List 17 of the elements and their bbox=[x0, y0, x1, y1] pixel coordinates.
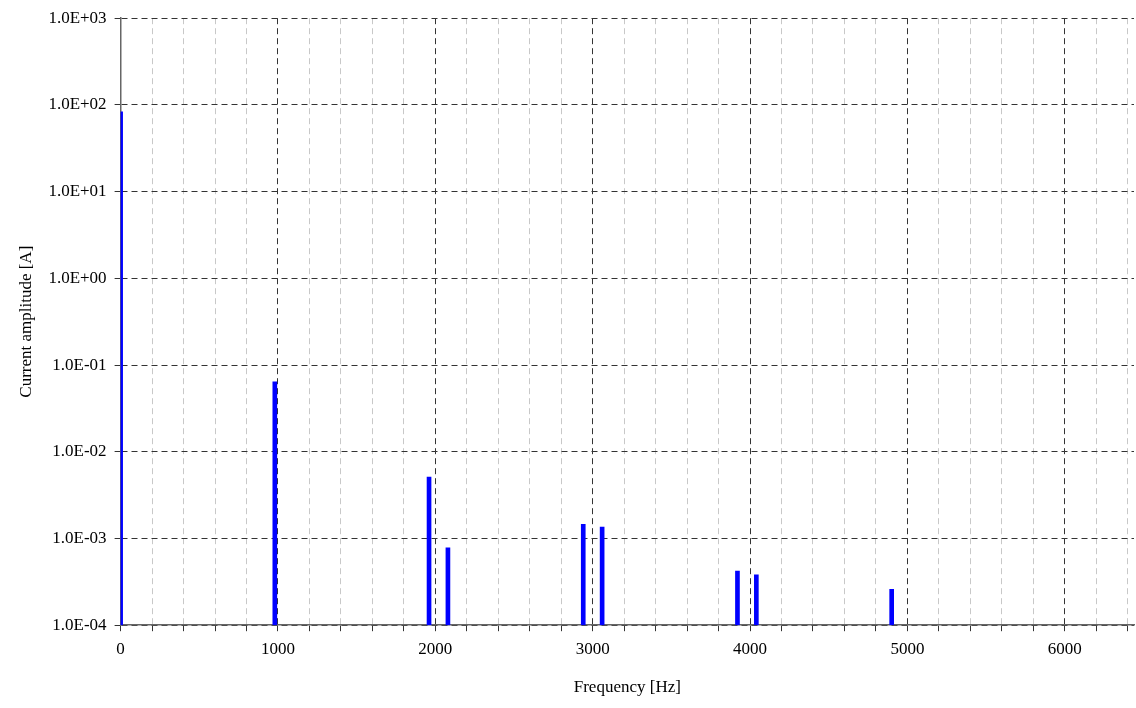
x-tick-label: 3000 bbox=[575, 638, 610, 658]
y-tick-label: 1.0E+00 bbox=[48, 267, 107, 287]
y-tick-label: 1.0E+02 bbox=[48, 94, 107, 114]
y-tick-label: 1.0E-01 bbox=[52, 354, 107, 374]
x-tick-label: 1000 bbox=[260, 638, 295, 658]
y-tick-label: 1.0E+01 bbox=[48, 181, 107, 201]
x-tick-label: 5000 bbox=[890, 638, 925, 658]
y-tick-label: 1.0E+03 bbox=[48, 7, 107, 27]
y-tick-label: 1.0E-02 bbox=[52, 441, 107, 461]
x-axis-title: Frequency [Hz] bbox=[573, 677, 681, 697]
y-tick-label: 1.0E-03 bbox=[52, 527, 107, 547]
x-tick-label: 0 bbox=[116, 638, 125, 658]
x-tick-label: 2000 bbox=[418, 638, 453, 658]
y-axis-title: Current amplitude [A] bbox=[15, 245, 35, 398]
x-tick-label: 6000 bbox=[1047, 638, 1082, 658]
y-tick-label: 1.0E-04 bbox=[52, 614, 108, 634]
x-tick-label: 4000 bbox=[733, 638, 768, 658]
